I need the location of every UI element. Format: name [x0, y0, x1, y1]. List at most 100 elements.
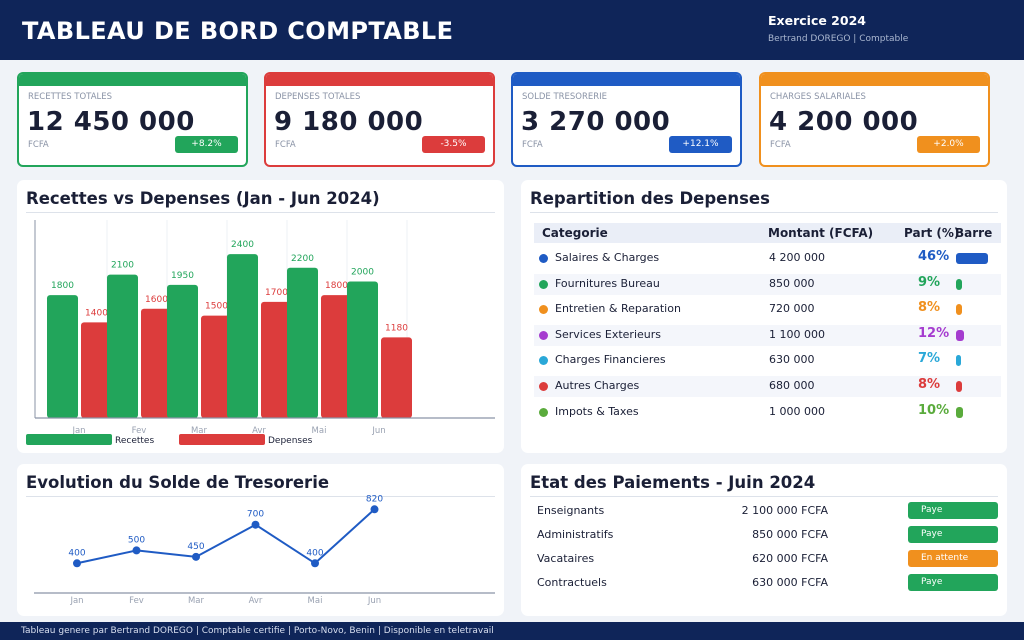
- line-chart-title: Evolution du Solde de Tresorerie: [26, 473, 330, 492]
- bar-depenses: [321, 295, 352, 418]
- line-point: [251, 520, 260, 529]
- kpi-currency: FCFA: [770, 140, 791, 150]
- expense-row: Services Exterieurs 1 100 000 12%: [534, 324, 1001, 346]
- title-divider: [530, 212, 998, 213]
- expense-category: Charges Financieres: [555, 353, 666, 367]
- bar-value-label: 1500: [205, 302, 228, 312]
- payment-amount: 630 000 FCFA: [752, 576, 828, 589]
- bar-depenses: [381, 337, 412, 418]
- bar-value-label: 1700: [265, 288, 288, 298]
- bar-recettes: [167, 284, 198, 418]
- payment-row: Enseignants 2 100 000 FCFA Paye: [537, 501, 998, 521]
- expense-share: 9%: [918, 274, 941, 290]
- expense-share: 8%: [918, 300, 941, 316]
- kpi-label: RECETTES TOTALES: [28, 92, 113, 102]
- category-dot: [539, 330, 548, 340]
- expense-share: 8%: [918, 377, 941, 392]
- category-dot: [539, 356, 548, 366]
- expenses-title: Repartition des Depenses: [530, 189, 770, 208]
- expense-amount: 1 000 000: [769, 404, 825, 418]
- title-divider: [26, 496, 495, 497]
- payments-title: Etat des Paiements - Juin 2024: [530, 473, 816, 492]
- legend-swatch: [179, 434, 265, 445]
- payment-group: Administratifs: [537, 528, 614, 541]
- payment-group: Enseignants: [537, 504, 605, 517]
- bar-value-label: 1400: [85, 308, 108, 318]
- exercise-label: Exercice 2024: [768, 13, 866, 28]
- bar-recettes: [227, 254, 258, 418]
- expense-row: Impots & Taxes 1 000 000 10%: [534, 402, 1001, 423]
- kpi-card-charges: CHARGES SALARIALES 4 200 000 FCFA +2.0%: [759, 72, 990, 167]
- bar-value-label: 2200: [291, 254, 314, 264]
- line-value-label: 400: [68, 548, 85, 558]
- x-tick-label: Mai: [308, 596, 323, 606]
- line-chart-panel: Evolution du Solde de Tresorerie 400 Jan 5…: [17, 464, 504, 616]
- x-tick-label: Avr: [252, 426, 266, 436]
- expense-share: 12%: [918, 325, 950, 341]
- expense-row: Autres Charges 680 000 8%: [534, 376, 1001, 397]
- expense-share: 46%: [918, 249, 950, 264]
- bar-value-label: 2400: [231, 240, 254, 250]
- solde-line: [76, 508, 376, 565]
- col-header-bar: Barre: [955, 226, 993, 240]
- kpi-change-badge: +2.0%: [917, 136, 980, 153]
- payment-amount: 850 000 FCFA: [752, 528, 828, 541]
- expenses-table-header: Categorie Montant (FCFA) Part (%) Barre: [534, 223, 1001, 243]
- expense-share: 10%: [918, 402, 950, 418]
- x-tick-label: Fev: [132, 426, 147, 436]
- payment-status-badge: En attente: [908, 550, 998, 567]
- expense-category: Salaires & Charges: [555, 251, 660, 264]
- legend-swatch: [26, 434, 112, 445]
- expense-share-bar: [956, 329, 965, 341]
- expense-amount: 4 200 000: [769, 251, 825, 264]
- bar-value-label: 1800: [325, 281, 348, 291]
- payment-group: Vacataires: [537, 552, 595, 565]
- bar-depenses: [81, 322, 112, 418]
- category-dot: [539, 305, 548, 315]
- kpi-currency: FCFA: [275, 140, 296, 150]
- bar-depenses: [261, 301, 292, 418]
- expense-share-bar: [956, 304, 962, 316]
- line-point: [73, 559, 81, 568]
- expense-share-bar: [956, 278, 963, 290]
- bar-recettes: [107, 274, 138, 418]
- bar-value-label: 1600: [145, 295, 168, 305]
- kpi-change-badge: -3.5%: [422, 136, 485, 153]
- category-dot: [539, 254, 548, 263]
- bar-value-label: 1180: [385, 323, 408, 333]
- payment-row: Contractuels 630 000 FCFA Paye: [537, 573, 998, 593]
- payment-status-badge: Paye: [908, 502, 998, 519]
- expense-share-bar: [956, 381, 962, 392]
- bar-depenses: [201, 315, 232, 418]
- bar-chart: 1800 1400 Jan 2100 1600 Fev 1950 1500 Mar 2400 170…: [26, 220, 495, 446]
- line-point: [370, 505, 379, 514]
- line-value-label: 700: [247, 510, 264, 520]
- title-divider: [26, 212, 495, 213]
- expense-amount: 630 000: [769, 353, 815, 367]
- expense-share-bar: [956, 253, 989, 264]
- payment-amount: 2 100 000 FCFA: [741, 504, 828, 517]
- expense-row: Entretien & Reparation 720 000 8%: [534, 299, 1001, 320]
- expense-category: Autres Charges: [555, 379, 640, 392]
- kpi-value: 9 180 000: [274, 107, 424, 137]
- expense-row: Salaires & Charges 4 200 000 46%: [534, 248, 1001, 269]
- kpi-currency: FCFA: [522, 140, 543, 150]
- kpi-card-solde: SOLDE TRESORERIE 3 270 000 FCFA +12.1%: [511, 72, 742, 167]
- legend-label: Recettes: [115, 436, 154, 446]
- bar-value-label: 2000: [351, 267, 374, 277]
- bar-chart-title: Recettes vs Depenses (Jan - Jun 2024): [26, 189, 380, 208]
- line-point: [132, 546, 141, 555]
- payments-panel: Etat des Paiements - Juin 2024 Enseignan…: [521, 464, 1007, 616]
- expense-category: Services Exterieurs: [555, 327, 661, 341]
- kpi-accent-bar: [266, 74, 493, 86]
- payment-row: Vacataires 620 000 FCFA En attente: [537, 549, 998, 569]
- line-chart: 400 Jan 500 Fev 450 Mar 700 Avr 400 Mai 820 Jun: [34, 494, 495, 606]
- line-value-label: 450: [187, 542, 204, 552]
- category-dot: [539, 407, 548, 417]
- kpi-accent-bar: [761, 74, 988, 86]
- legend-label: Depenses: [268, 436, 313, 446]
- kpi-card-depenses: DEPENSES TOTALES 9 180 000 FCFA -3.5%: [264, 72, 495, 167]
- kpi-accent-bar: [19, 74, 246, 86]
- kpi-change-badge: +8.2%: [175, 136, 238, 153]
- expense-share-bar: [956, 355, 961, 367]
